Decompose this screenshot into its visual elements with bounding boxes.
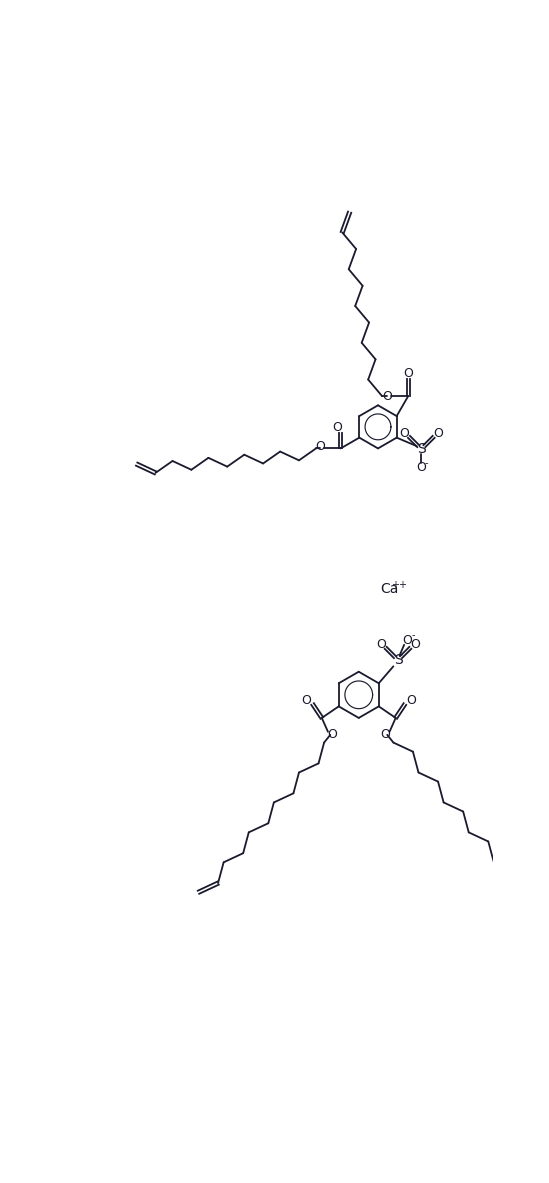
Text: -: -: [425, 458, 428, 468]
Text: -: -: [412, 631, 415, 640]
Text: O: O: [327, 728, 337, 741]
Text: O: O: [315, 440, 325, 453]
Text: O: O: [404, 367, 413, 380]
Text: O: O: [381, 728, 391, 741]
Text: O: O: [433, 427, 443, 440]
Text: S: S: [394, 653, 402, 667]
Text: O: O: [402, 634, 412, 647]
Text: Ca: Ca: [380, 582, 399, 595]
Text: O: O: [406, 694, 416, 707]
Text: O: O: [383, 389, 393, 402]
Text: ++: ++: [391, 580, 407, 589]
Text: O: O: [410, 639, 420, 652]
Text: S: S: [417, 442, 425, 457]
Text: O: O: [332, 421, 341, 434]
Text: O: O: [376, 639, 386, 652]
Text: O: O: [416, 461, 426, 474]
Text: O: O: [400, 427, 410, 440]
Text: O: O: [301, 694, 311, 707]
